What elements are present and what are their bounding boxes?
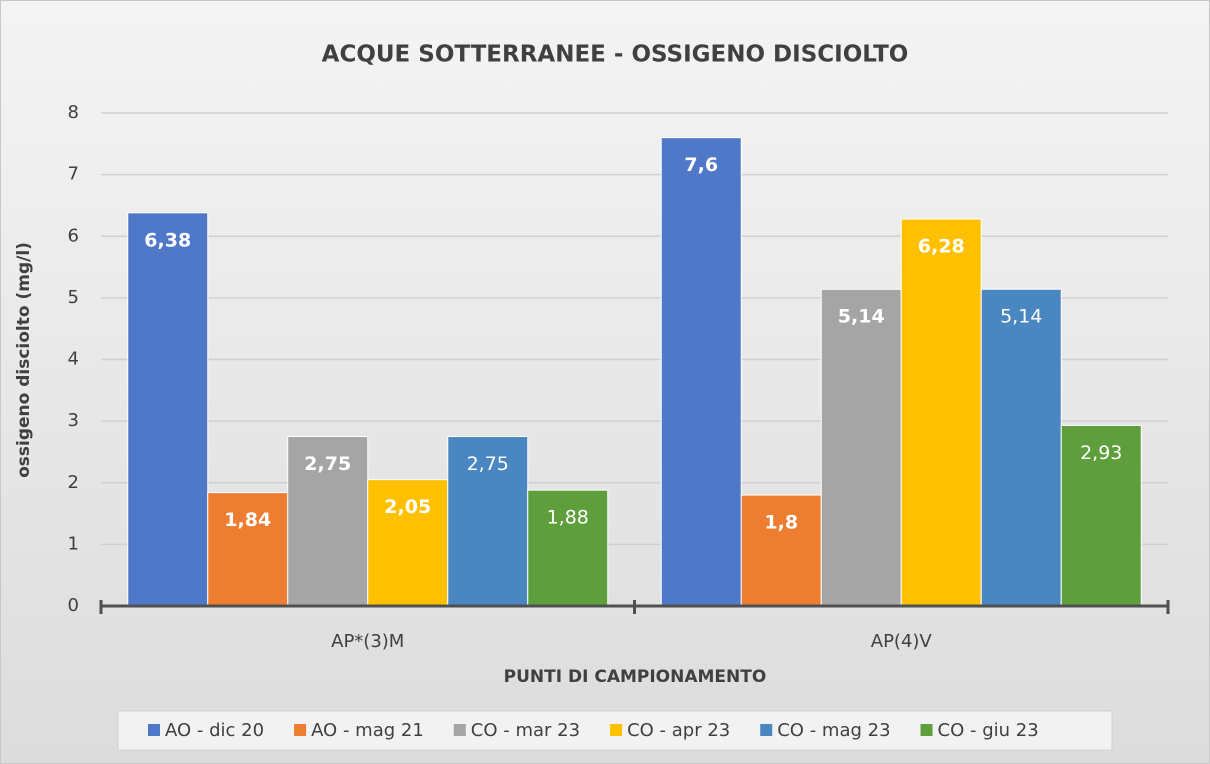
value-label: 7,6 bbox=[684, 154, 718, 176]
value-label: 2,93 bbox=[1080, 442, 1122, 464]
y-tick-label: 1 bbox=[68, 533, 79, 554]
value-label: 6,28 bbox=[918, 235, 965, 257]
bar bbox=[900, 218, 982, 607]
value-label: 1,8 bbox=[764, 512, 798, 534]
bar bbox=[660, 137, 742, 607]
value-label: 2,75 bbox=[304, 453, 351, 475]
x-tick-label: AP*(3)M bbox=[331, 631, 404, 652]
value-label: 2,05 bbox=[384, 496, 431, 518]
y-tick-label: 4 bbox=[68, 349, 79, 370]
value-label: 5,14 bbox=[838, 306, 885, 328]
bar bbox=[447, 436, 529, 607]
y-tick-label: 3 bbox=[68, 410, 79, 431]
legend-label: AO - dic 20 bbox=[165, 720, 264, 741]
bar bbox=[980, 288, 1062, 607]
value-label: 1,88 bbox=[547, 507, 589, 529]
bar bbox=[127, 212, 209, 607]
y-tick-label: 2 bbox=[68, 472, 79, 493]
legend-label: CO - mag 23 bbox=[777, 720, 890, 741]
value-label: 5,14 bbox=[1000, 306, 1042, 328]
legend-swatch bbox=[148, 724, 160, 736]
legend-swatch bbox=[920, 724, 933, 736]
bar bbox=[820, 288, 902, 607]
y-tick-label: 5 bbox=[68, 287, 79, 308]
legend-label: CO - apr 23 bbox=[627, 720, 730, 741]
legend-label: CO - giu 23 bbox=[938, 720, 1039, 741]
value-label: 6,38 bbox=[144, 229, 191, 251]
value-label: 1,84 bbox=[224, 509, 271, 531]
x-tick-label: AP(4)V bbox=[871, 631, 933, 652]
y-tick-label: 8 bbox=[68, 102, 79, 123]
legend-swatch bbox=[453, 724, 466, 736]
value-label: 2,75 bbox=[467, 453, 509, 475]
bar bbox=[527, 489, 609, 607]
legend-swatch bbox=[610, 724, 623, 736]
y-tick-label: 0 bbox=[68, 595, 79, 616]
y-tick-label: 7 bbox=[68, 164, 79, 185]
legend-label: AO - mag 21 bbox=[311, 720, 424, 741]
bar bbox=[740, 494, 822, 607]
chart-title: ACQUE SOTTERRANEE - OSSIGENO DISCIOLTO bbox=[322, 42, 909, 68]
y-axis-title: ossigeno disciolto (mg/l) bbox=[14, 242, 34, 478]
x-axis-title: PUNTI DI CAMPIONAMENTO bbox=[504, 667, 767, 687]
legend-label: CO - mar 23 bbox=[471, 720, 580, 741]
legend-swatch bbox=[760, 724, 773, 736]
legend-swatch bbox=[294, 724, 307, 736]
y-tick-label: 6 bbox=[68, 225, 79, 246]
bar bbox=[1060, 424, 1142, 607]
